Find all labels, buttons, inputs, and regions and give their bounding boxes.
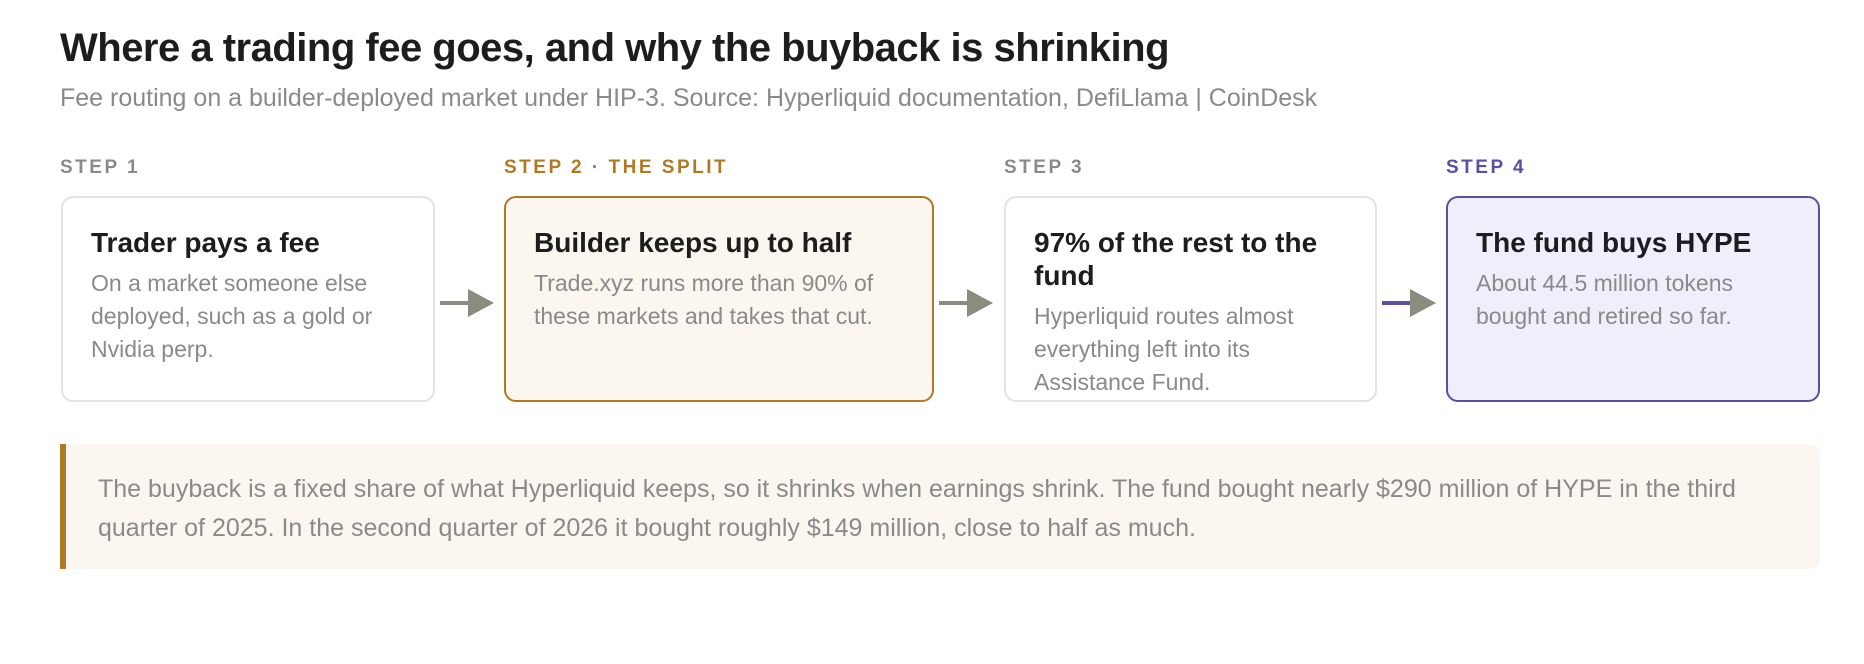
step-title: The fund buys HYPE	[1476, 227, 1752, 258]
step-title: 97% of the rest to the fund	[1034, 227, 1318, 291]
step-label: STEP 2 · THE SPLIT	[504, 157, 729, 178]
step-card: Trader pays a fee On a market someone el…	[61, 196, 435, 402]
arrow	[939, 289, 993, 317]
step-body: On a market someone else deployed, such …	[91, 270, 373, 362]
step-body: Trade.xyz runs more than 90% of these ma…	[534, 270, 874, 329]
step-title: Builder keeps up to half	[534, 227, 852, 258]
step-label: STEP 1	[60, 157, 141, 178]
step-body: About 44.5 million tokens bought and ret…	[1476, 270, 1733, 329]
arrow	[440, 289, 494, 317]
step-body: Hyperliquid routes almost everything lef…	[1034, 303, 1294, 395]
step-title: Trader pays a fee	[91, 227, 320, 258]
subtitle: Fee routing on a builder-deployed market…	[60, 84, 1318, 112]
step-card: 97% of the rest to the fund Hyperliquid …	[1004, 196, 1377, 402]
step-card: Builder keeps up to half Trade.xyz runs …	[504, 196, 934, 402]
step-label: STEP 3	[1004, 157, 1085, 178]
step-card: The fund buys HYPE About 44.5 million to…	[1446, 196, 1820, 402]
step-label: STEP 4	[1446, 157, 1527, 178]
title: Where a trading fee goes, and why the bu…	[60, 26, 1170, 70]
callout-note: The buyback is a fixed share of what Hyp…	[60, 444, 1820, 569]
arrow	[1382, 289, 1436, 317]
